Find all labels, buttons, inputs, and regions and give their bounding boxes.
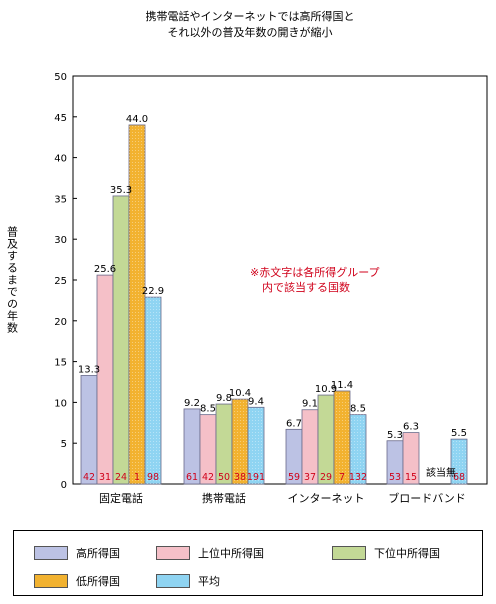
legend-item: 低所得国: [34, 573, 120, 589]
legend: 高所得国 上位中所得国 下位中所得国低所得国 平均: [13, 530, 483, 596]
y-tick-label: 35: [54, 194, 67, 205]
bar-texture: [129, 124, 145, 485]
chart-title-line-2: それ以外の普及年数の開きが縮小: [168, 25, 333, 39]
data-label: 8.5: [200, 404, 216, 415]
country-count-label: 42: [83, 472, 95, 483]
data-label: 5.3: [387, 430, 403, 441]
data-label: 25.6: [94, 264, 116, 275]
country-count-label: 61: [186, 472, 198, 483]
data-label: 5.5: [451, 428, 467, 439]
legend-label: 平均: [198, 575, 220, 588]
y-tick-label: 25: [54, 276, 67, 287]
chart: 携帯電話やインターネットでは高所得国と それ以外の普及年数の開きが縮小 0 5 10…: [6, 9, 488, 505]
chart-title-line-1: 携帯電話やインターネットでは高所得国と: [146, 9, 355, 23]
data-label: 22.9: [142, 286, 164, 297]
country-count-label: 98: [147, 472, 159, 483]
country-count-label: 7: [339, 472, 345, 483]
legend-swatch: [332, 546, 366, 560]
country-count-label: 24: [115, 472, 127, 483]
bar-texture: [334, 390, 350, 484]
data-label: 9.1: [302, 399, 318, 410]
x-tick-label: 携帯電話: [202, 491, 246, 505]
legend-swatch: [34, 574, 68, 588]
bar-texture: [350, 414, 366, 484]
data-label: 9.2: [184, 398, 200, 409]
country-count-label: 191: [247, 472, 265, 483]
legend-item: 上位中所得国: [156, 545, 264, 561]
country-count-label: 29: [320, 472, 332, 483]
data-label: 10.9: [315, 384, 337, 395]
legend-item: 下位中所得国: [332, 545, 440, 561]
annotation-line-2: 内で該当する国数: [262, 280, 350, 294]
legend-swatch: [156, 574, 190, 588]
data-label: 9.4: [248, 396, 264, 407]
legend-swatch: [156, 546, 190, 560]
data-label: 6.3: [403, 422, 419, 433]
y-tick-label: 30: [54, 235, 67, 246]
data-label: 8.5: [350, 404, 366, 415]
y-tick-label: 10: [54, 398, 67, 409]
bar: [80, 375, 98, 485]
legend-label: 高所得国: [76, 547, 120, 560]
country-count-label: 37: [304, 472, 316, 483]
data-label: 9.8: [216, 393, 232, 404]
legend-item: 平均: [156, 573, 220, 589]
bar: [112, 195, 130, 485]
y-tick-label: 45: [54, 113, 67, 124]
country-count-label: 53: [389, 472, 401, 483]
y-tick-label: 40: [54, 154, 67, 165]
bar: [317, 394, 335, 485]
bar-texture: [145, 297, 161, 484]
x-tick-label: インターネット: [288, 492, 365, 505]
x-tick-label: ブロードバンド: [388, 491, 466, 505]
bar: [96, 274, 114, 485]
data-label: 6.7: [286, 418, 302, 429]
y-tick-label: 50: [54, 72, 67, 83]
country-count-label: 68: [453, 472, 465, 483]
country-count-label: 31: [99, 472, 111, 483]
not-applicable-label: 該当無: [426, 466, 456, 479]
bar-texture: [248, 407, 264, 484]
data-label: 44.0: [126, 114, 148, 125]
legend-label: 低所得国: [76, 575, 120, 588]
country-count-label: 59: [288, 472, 300, 483]
data-label: 11.4: [331, 380, 353, 391]
bar-texture: [451, 439, 467, 484]
bar: [402, 432, 420, 485]
x-tick-label: 固定電話: [99, 491, 143, 505]
y-axis-label: 普及するまでの年数: [6, 225, 19, 334]
country-count-label: 50: [218, 472, 230, 483]
country-count-label: 42: [202, 472, 214, 483]
legend-label: 下位中所得国: [374, 547, 440, 560]
country-count-label: 132: [349, 472, 367, 483]
y-tick-label: 15: [54, 358, 67, 369]
data-label: 13.3: [78, 364, 100, 375]
annotation-line-1: ※赤文字は各所得グループ: [250, 265, 380, 279]
country-count-label: 1: [134, 472, 140, 483]
data-label: 10.4: [229, 388, 251, 399]
country-count-label: 38: [234, 472, 246, 483]
data-label: 35.3: [110, 185, 132, 196]
legend-label: 上位中所得国: [198, 547, 264, 560]
legend-swatch: [34, 546, 68, 560]
y-tick-label: 5: [61, 439, 67, 450]
legend-item: 高所得国: [34, 545, 120, 561]
bar-texture: [232, 399, 248, 484]
y-tick-label: 0: [61, 480, 67, 491]
y-tick-label: 20: [54, 317, 67, 328]
country-count-label: 15: [405, 472, 417, 483]
